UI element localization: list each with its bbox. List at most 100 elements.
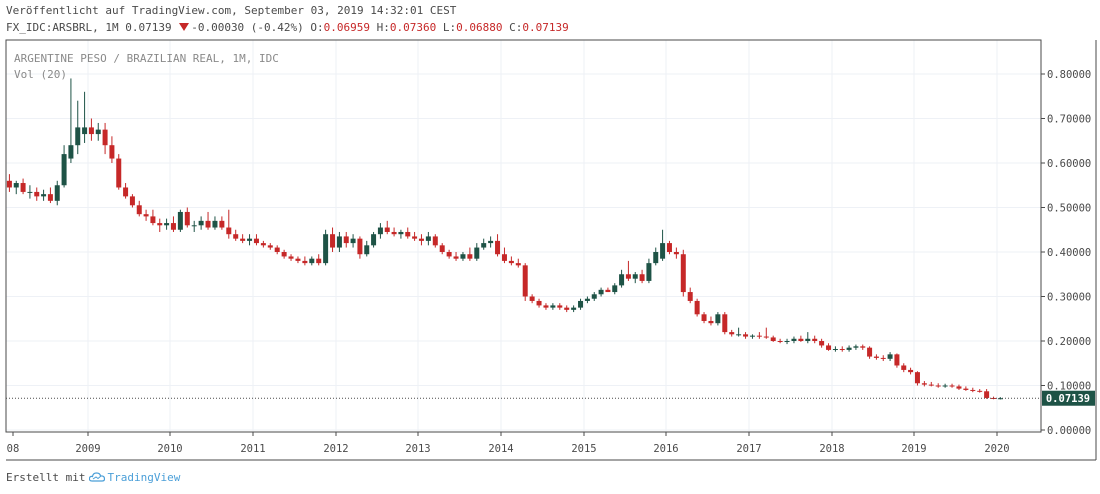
chart-title: ARGENTINE PESO / BRAZILIAN REAL, 1M, IDC xyxy=(14,52,279,65)
candle-body xyxy=(749,335,755,337)
y-tick-label: 0.10000 xyxy=(1047,381,1091,393)
candle-body xyxy=(13,183,19,188)
candle xyxy=(701,312,707,324)
candle-body xyxy=(446,252,452,257)
candle-body xyxy=(501,254,507,261)
candle xyxy=(233,229,239,241)
candle xyxy=(316,254,322,266)
candle xyxy=(722,312,728,335)
candle xyxy=(584,296,590,304)
candle xyxy=(405,227,411,239)
candle xyxy=(578,298,584,310)
candle-body xyxy=(205,220,211,228)
candle-body xyxy=(405,231,411,237)
candle xyxy=(826,343,832,351)
candle-body xyxy=(701,314,707,321)
x-tick-label: 2012 xyxy=(323,443,348,455)
candle-body xyxy=(632,274,638,279)
candle xyxy=(653,247,659,266)
candle xyxy=(27,185,33,199)
candle xyxy=(763,327,769,339)
candle xyxy=(770,335,776,342)
candle xyxy=(412,231,418,241)
x-axis-labels: 08 2009 2010 2011 2012 2013 2014 2015 2016 2017 20… xyxy=(7,432,1010,455)
candle-body xyxy=(736,334,742,336)
candle xyxy=(791,336,797,344)
last-price-tag-bg xyxy=(1042,390,1095,406)
candle xyxy=(350,234,356,248)
candle-body xyxy=(129,196,135,206)
candle xyxy=(605,287,611,293)
candle xyxy=(867,346,873,359)
candle-body xyxy=(970,389,976,391)
candle-body xyxy=(61,154,67,186)
candle-body xyxy=(963,388,969,390)
tradingview-brand[interactable]: TradingView xyxy=(107,471,181,484)
candle-body xyxy=(578,300,584,308)
change-value: -0.00030 (-0.42%) xyxy=(191,21,304,34)
candle-body xyxy=(274,247,280,252)
y-tick-label: 0.20000 xyxy=(1047,336,1091,348)
candle xyxy=(398,229,404,239)
candle xyxy=(543,303,549,310)
candle-body xyxy=(418,238,424,241)
candle-body xyxy=(453,256,459,259)
candle-body xyxy=(198,220,204,226)
candle-body xyxy=(68,145,74,159)
x-tick-label: 2009 xyxy=(75,443,100,455)
candle xyxy=(894,353,900,368)
candle xyxy=(749,334,755,339)
candle-body xyxy=(295,258,301,261)
candle xyxy=(61,145,67,188)
candle xyxy=(777,338,783,344)
candle xyxy=(88,118,94,141)
candle-body xyxy=(646,263,652,281)
x-tick-label: 2019 xyxy=(901,443,926,455)
candle xyxy=(439,243,445,255)
candle-body xyxy=(680,254,686,293)
candle xyxy=(901,363,907,373)
candle xyxy=(914,371,920,386)
candle xyxy=(715,312,721,326)
candle-body xyxy=(184,211,190,226)
candle-body xyxy=(432,236,438,246)
y-tick-label: 0.80000 xyxy=(1047,69,1091,81)
candle xyxy=(680,249,686,297)
candle-body xyxy=(95,129,101,135)
candle xyxy=(6,174,12,192)
candle xyxy=(736,327,742,337)
candle-body xyxy=(756,335,762,337)
candle xyxy=(432,234,438,248)
candle xyxy=(281,249,287,259)
candle-body xyxy=(41,194,47,197)
candle-body xyxy=(832,349,838,351)
candle-body xyxy=(894,354,900,366)
candle-body xyxy=(715,314,721,324)
x-tick-label: 08 xyxy=(7,443,20,455)
candle-body xyxy=(164,223,170,226)
candle-body xyxy=(336,236,342,248)
candle xyxy=(571,305,577,313)
y-tick-label: 0.60000 xyxy=(1047,158,1091,170)
candle xyxy=(47,187,53,204)
low-label: L: xyxy=(442,21,457,34)
candle xyxy=(247,234,253,246)
x-tick-label: 2013 xyxy=(405,443,430,455)
candle xyxy=(364,240,370,257)
candle xyxy=(198,216,204,230)
candle xyxy=(660,229,666,261)
candle xyxy=(157,218,163,232)
candle-body xyxy=(371,234,377,246)
candle xyxy=(708,316,714,326)
candle-body xyxy=(984,391,990,398)
candle xyxy=(343,231,349,248)
candle xyxy=(467,247,473,261)
candle-body xyxy=(812,338,818,341)
created-with-label: Erstellt mit xyxy=(6,471,86,484)
candle-body xyxy=(88,127,94,135)
x-tick-label: 2014 xyxy=(488,443,513,455)
candle-body xyxy=(439,245,445,252)
candle-body xyxy=(914,372,920,384)
candle-body xyxy=(34,191,40,197)
